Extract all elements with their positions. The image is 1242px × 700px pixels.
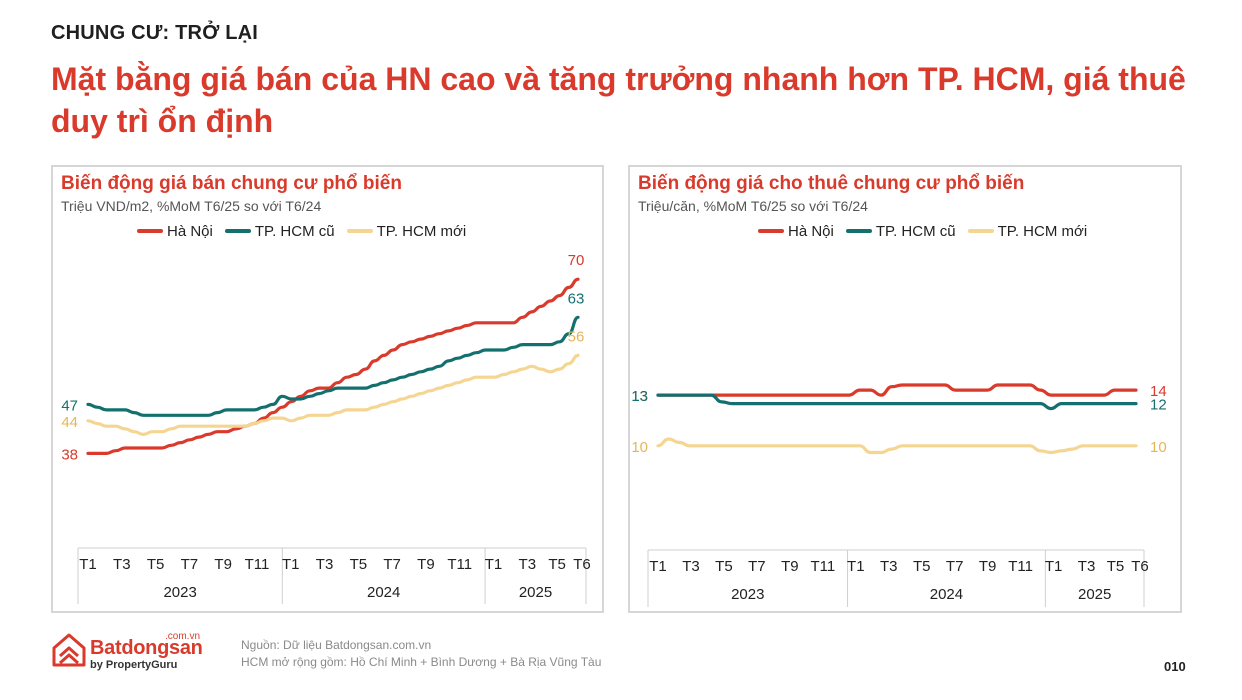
sale-price-line-chart: 2023 2024 2025 T1 T3 T5 T7 T9 T11 T1 T3 T5 T7 T9 T11 T1… <box>61 252 591 604</box>
end-value-label-hcm-new: 10 <box>1150 439 1167 456</box>
source-note: Nguồn: Dữ liệu Batdongsan.com.vn HCM mở … <box>241 637 601 671</box>
x-tick-label: T3 <box>1078 558 1096 575</box>
legend-swatch-hanoi <box>137 229 163 233</box>
end-value-label-hanoi: 70 <box>568 252 585 269</box>
x-tick-label: T1 <box>649 558 667 575</box>
x-tick-label: T6 <box>1131 558 1149 575</box>
start-value-label-hcm-new: 44 <box>61 414 78 431</box>
x-tick-label: T1 <box>79 556 97 573</box>
legend-label-hanoi: Hà Nội <box>788 222 834 240</box>
x-tick-label: T11 <box>1008 558 1033 575</box>
legend-item-hanoi: Hà Nội <box>758 223 834 240</box>
legend-label-hcm-new: TP. HCM mới <box>376 222 467 240</box>
rent-chart-title: Biến động giá cho thuê chung cư phổ biến <box>638 173 1025 194</box>
start-value-label-hcm-old: 47 <box>61 397 78 414</box>
page-headline: Mặt bằng giá bán của HN cao và tăng trưở… <box>51 61 1186 139</box>
x-tick-label: T3 <box>113 556 131 573</box>
x-tick-label: T1 <box>282 556 300 573</box>
source-line-1: Nguồn: Dữ liệu Batdongsan.com.vn <box>241 638 432 652</box>
x-tick-label: T3 <box>880 558 898 575</box>
x-tick-label: T3 <box>682 558 700 575</box>
x-tick-label: T11 <box>447 556 472 573</box>
legend-swatch-hanoi <box>758 229 784 233</box>
series-line-hcm-new <box>86 353 580 436</box>
series-line-hcm-old <box>86 315 580 417</box>
year-label: 2025 <box>1078 586 1111 603</box>
x-tick-label: T7 <box>946 558 964 575</box>
batdongsan-logo-icon <box>52 633 86 667</box>
x-tick-label: T11 <box>810 558 835 575</box>
x-tick-label: T5 <box>350 556 368 573</box>
series-line-hanoi <box>86 277 580 455</box>
rent-price-line-chart: 2023 2024 2025 T1 T3 T5 T7 T9 T11 T1 T3 T5 T7 T9 T11 T1… <box>631 383 1167 607</box>
legend-swatch-hcm-new <box>967 229 994 233</box>
legend-item-hcm-old: TP. HCM cũ <box>224 222 335 240</box>
legend-swatch-hcm-old <box>224 229 251 233</box>
series-line-hcm-old <box>656 393 1138 411</box>
x-tick-label: T5 <box>715 558 733 575</box>
x-tick-label: T11 <box>245 556 270 573</box>
x-tick-label: T9 <box>214 556 232 573</box>
rent-chart-legend: Hà Nội TP. HCM cũ TP. HCM mới <box>758 221 1099 241</box>
brand-byline: by PropertyGuru <box>90 659 178 671</box>
year-label: 2025 <box>519 584 552 601</box>
start-value-label-hanoi: 38 <box>61 446 78 463</box>
x-tick-label: T5 <box>147 556 165 573</box>
brand-name: Batdongsan <box>90 637 203 659</box>
x-tick-label: T3 <box>316 556 334 573</box>
x-tick-label: T9 <box>781 558 799 575</box>
x-tick-label: T7 <box>383 556 401 573</box>
year-label: 2023 <box>163 584 196 601</box>
start-value-label-hanoi: 13 <box>631 388 648 405</box>
legend-label-hanoi: Hà Nội <box>167 222 213 240</box>
rent-chart-subtitle: Triệu/căn, %MoM T6/25 so với T6/24 <box>638 198 868 214</box>
legend-label-hcm-old: TP. HCM cũ <box>254 222 335 240</box>
start-value-label-hcm-old: 13 <box>631 388 648 405</box>
page-number: 010 <box>1164 659 1186 674</box>
sale-chart-title: Biến động giá bán chung cư phổ biến <box>61 173 402 194</box>
legend-item-hcm-new: TP. HCM mới <box>346 222 467 240</box>
start-value-label-hcm-new: 10 <box>631 439 648 456</box>
x-tick-label: T1 <box>847 558 865 575</box>
legend-item-hcm-old: TP. HCM cũ <box>845 222 956 240</box>
section-kicker: CHUNG CƯ: TRỞ LẠI <box>51 22 259 44</box>
x-tick-label: T7 <box>748 558 766 575</box>
source-line-2: HCM mở rộng gồm: Hồ Chí Minh + Bình Dươn… <box>241 655 602 669</box>
series-line-hcm-new <box>656 437 1138 455</box>
sale-chart-legend: Hà Nội TP. HCM cũ TP. HCM mới <box>137 221 478 241</box>
brand-domain: .com.vn <box>165 631 201 642</box>
year-label: 2023 <box>731 586 764 603</box>
x-tick-label: T5 <box>548 556 566 573</box>
legend-label-hcm-old: TP. HCM cũ <box>875 222 956 240</box>
x-tick-label: T7 <box>181 556 199 573</box>
legend-item-hanoi: Hà Nội <box>137 223 213 240</box>
x-tick-label: T5 <box>913 558 931 575</box>
legend-label-hcm-new: TP. HCM mới <box>997 222 1088 240</box>
series-line-hanoi <box>656 383 1138 397</box>
legend-swatch-hcm-new <box>346 229 373 233</box>
x-tick-label: T1 <box>485 556 503 573</box>
x-tick-label: T9 <box>979 558 997 575</box>
x-tick-label: T3 <box>519 556 537 573</box>
sale-price-chart-panel: Biến động giá bán chung cư phổ biến Triệ… <box>51 165 604 613</box>
x-tick-label: T9 <box>417 556 435 573</box>
sale-chart-subtitle: Triệu VND/m2, %MoM T6/25 so với T6/24 <box>61 198 322 214</box>
end-value-label-hanoi: 14 <box>1150 383 1167 400</box>
year-label: 2024 <box>930 586 963 603</box>
end-value-label-hcm-old: 63 <box>568 290 585 307</box>
end-value-label-hcm-old: 12 <box>1150 397 1167 414</box>
legend-item-hcm-new: TP. HCM mới <box>967 222 1088 240</box>
year-label: 2024 <box>367 584 400 601</box>
rent-price-chart-panel: Biến động giá cho thuê chung cư phổ biến… <box>628 165 1182 613</box>
x-tick-label: T1 <box>1045 558 1063 575</box>
legend-swatch-hcm-old <box>845 229 872 233</box>
x-tick-label: T5 <box>1107 558 1125 575</box>
x-tick-label: T6 <box>573 556 591 573</box>
end-value-label-hcm-new: 56 <box>568 328 585 345</box>
